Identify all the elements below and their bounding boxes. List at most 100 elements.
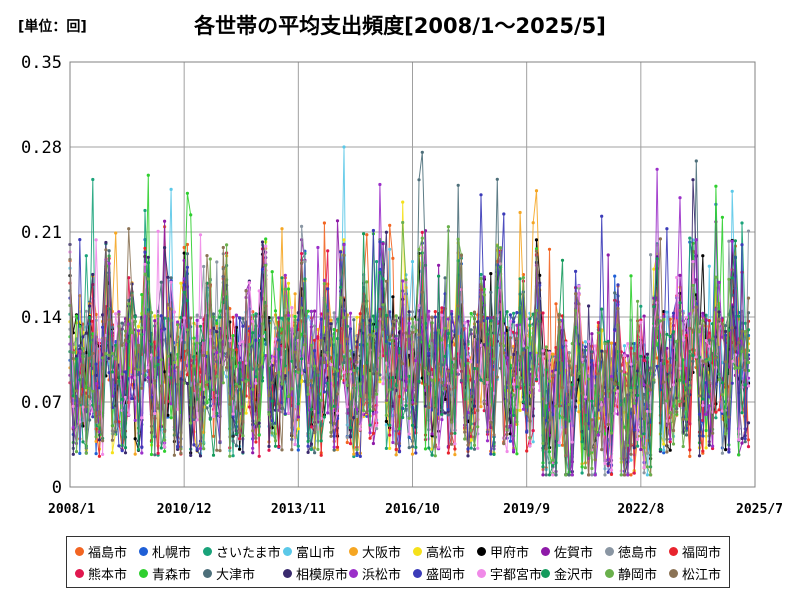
data-point <box>91 415 95 419</box>
data-point <box>639 374 643 378</box>
data-point <box>701 311 705 315</box>
data-point <box>704 381 708 385</box>
data-point <box>329 434 333 438</box>
data-point <box>629 274 633 278</box>
data-point <box>622 473 627 477</box>
data-point <box>221 245 225 250</box>
legend-marker-icon <box>139 547 148 556</box>
data-point <box>352 318 356 322</box>
data-point <box>133 418 137 422</box>
data-point <box>319 398 323 402</box>
data-point <box>231 315 235 319</box>
data-point <box>603 349 607 353</box>
data-point <box>730 381 734 385</box>
data-point <box>391 256 395 260</box>
data-point <box>345 405 349 409</box>
data-point <box>286 287 291 291</box>
legend-label: 青森市 <box>152 568 192 583</box>
data-point <box>273 372 278 376</box>
data-point <box>254 314 258 318</box>
data-point <box>423 404 428 408</box>
data-point <box>136 343 141 347</box>
legend-item: 大津市 <box>203 564 255 583</box>
x-tick-label: 2019/9 <box>503 502 550 517</box>
data-point <box>185 328 189 332</box>
data-point <box>720 411 725 415</box>
data-point <box>590 332 594 336</box>
data-point <box>531 429 535 433</box>
data-point <box>668 335 672 339</box>
data-point <box>658 319 663 323</box>
data-point <box>609 341 614 345</box>
data-point <box>590 359 594 363</box>
data-point <box>375 427 379 431</box>
data-point <box>629 452 633 456</box>
data-point <box>508 384 512 388</box>
data-point <box>241 317 245 321</box>
data-point <box>463 342 467 346</box>
data-point <box>606 253 610 257</box>
data-point <box>440 313 444 317</box>
data-point <box>446 407 450 411</box>
data-point <box>636 369 640 373</box>
data-point <box>694 305 698 309</box>
data-point <box>691 283 695 287</box>
data-point <box>534 309 539 313</box>
data-point <box>303 277 307 281</box>
data-point <box>293 318 297 323</box>
data-point <box>316 447 320 451</box>
data-point <box>384 423 388 427</box>
data-point <box>273 326 278 330</box>
data-point <box>97 454 101 458</box>
data-point <box>665 450 669 454</box>
data-point <box>482 402 486 406</box>
data-point <box>146 173 150 177</box>
data-point <box>388 433 392 437</box>
data-point <box>746 296 751 300</box>
data-point <box>587 377 591 381</box>
data-point <box>583 395 588 399</box>
data-point <box>456 237 460 241</box>
data-point <box>495 177 499 181</box>
data-point <box>247 405 251 409</box>
data-point <box>724 333 728 337</box>
data-point <box>626 372 630 376</box>
data-point <box>655 315 659 319</box>
data-point <box>176 445 180 449</box>
data-point <box>521 347 526 351</box>
data-point <box>365 361 369 365</box>
data-point <box>342 253 346 257</box>
data-point <box>293 350 297 354</box>
legend-label: 大津市 <box>216 568 256 583</box>
data-point <box>600 448 604 452</box>
data-point <box>495 263 499 267</box>
data-point <box>101 356 105 360</box>
data-point <box>345 383 349 387</box>
data-point <box>365 233 369 237</box>
data-point <box>388 247 392 251</box>
data-point <box>215 330 219 334</box>
data-point <box>720 381 725 385</box>
data-point <box>172 360 176 365</box>
data-point <box>394 442 398 446</box>
data-point <box>665 227 669 231</box>
data-point <box>472 366 477 371</box>
data-point <box>192 364 196 368</box>
data-point <box>264 244 268 248</box>
data-point <box>296 415 300 419</box>
data-point <box>238 447 242 451</box>
data-point <box>286 394 291 399</box>
data-point <box>636 299 640 303</box>
data-point <box>688 236 692 240</box>
data-point <box>251 319 255 323</box>
data-point <box>469 446 473 450</box>
data-point <box>260 267 265 271</box>
data-point <box>78 324 82 328</box>
data-point <box>107 371 111 375</box>
data-point <box>688 326 692 330</box>
data-point <box>163 429 167 433</box>
data-point <box>300 379 304 384</box>
data-point <box>678 366 682 370</box>
data-point <box>495 314 499 318</box>
data-point <box>329 322 333 326</box>
